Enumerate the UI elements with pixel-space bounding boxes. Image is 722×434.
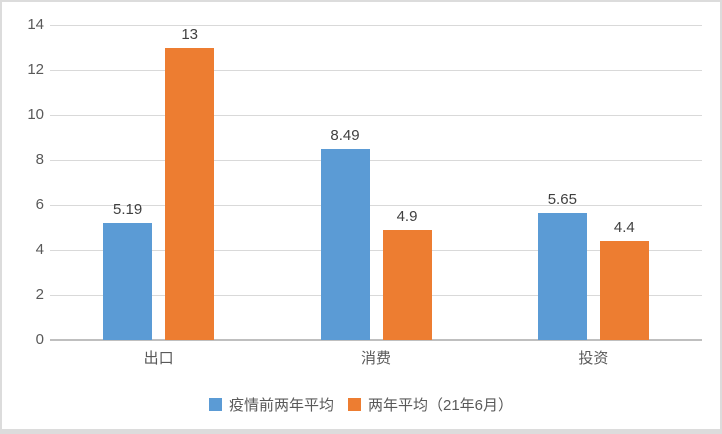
gridline-6 [50, 205, 702, 206]
y-tick-label-0: 0 [35, 331, 44, 348]
gridline-2 [50, 295, 702, 296]
bar-value-label: 5.19 [113, 201, 143, 219]
bar-两年平均（21年6月）-投资 [599, 241, 649, 340]
bar-两年平均（21年6月）-消费 [382, 229, 432, 340]
bar-value-label: 4.4 [613, 219, 635, 236]
gridline-8 [50, 160, 702, 161]
x-axis-line [50, 339, 702, 341]
legend-swatch-orange [347, 398, 361, 411]
legend-label: 疫情前两年平均 [228, 397, 334, 414]
legend-item-two-year-average: 两年平均（21年6月） [347, 394, 514, 415]
gridline-4 [50, 250, 702, 251]
chart-legend: 疫情前两年平均 两年平均（21年6月） [2, 394, 720, 415]
y-tick-label-6: 6 [35, 196, 44, 213]
y-tick-label-2: 2 [35, 286, 44, 303]
y-tick-label-10: 10 [27, 106, 44, 123]
y-tick-label-12: 12 [27, 61, 44, 78]
y-tick-label-4: 4 [35, 241, 44, 258]
bar-value-label: 5.65 [547, 190, 577, 208]
gridline-12 [50, 70, 702, 71]
x-category-label-出口: 出口 [143, 350, 174, 367]
plot-area: 0 2 4 6 8 10 12 14 5.19 13 出口 8.49 4.9 消费 5.65 4.4 投资 [2, 2, 720, 429]
bar-两年平均（21年6月）-出口 [165, 47, 215, 340]
gridline-10 [50, 115, 702, 116]
bar-value-label: 4.9 [396, 207, 418, 225]
bar-疫情前两年平均-出口 [103, 223, 153, 340]
y-tick-label-8: 8 [35, 151, 44, 168]
legend-item-pre-pandemic-average: 疫情前两年平均 [208, 394, 334, 415]
bar-value-label: 8.49 [330, 126, 360, 144]
bar-value-label: 13 [181, 25, 198, 43]
x-category-label-消费: 消费 [360, 350, 391, 367]
legend-label: 两年平均（21年6月） [367, 397, 514, 414]
bar-疫情前两年平均-投资 [537, 212, 587, 340]
legend-swatch-blue [208, 398, 222, 411]
y-tick-label-14: 14 [27, 16, 44, 33]
gridline-14 [50, 25, 702, 26]
x-category-label-投资: 投资 [578, 350, 609, 367]
bar-疫情前两年平均-消费 [320, 148, 370, 340]
